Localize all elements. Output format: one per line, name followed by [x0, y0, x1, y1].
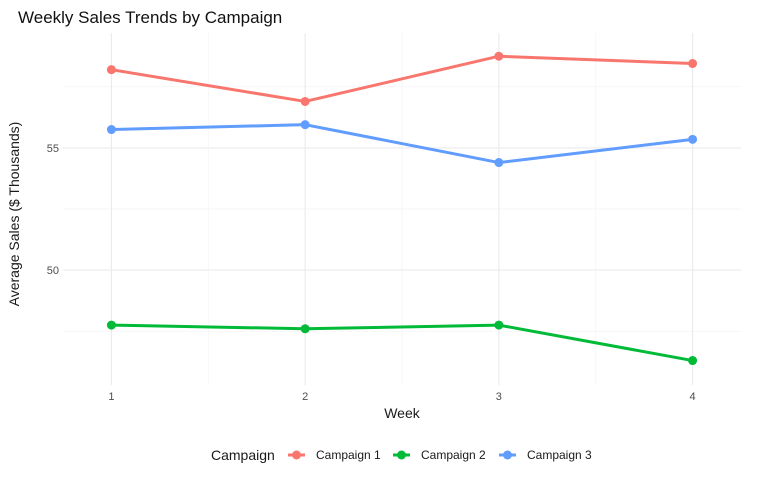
data-point-campaign-3 [494, 158, 504, 168]
data-point-campaign-1 [494, 51, 504, 61]
y-axis-title: Average Sales ($ Thousands) [6, 122, 22, 307]
axis-ticks: 50 55 1 2 3 4 [47, 143, 696, 403]
legend-item-campaign-1: Campaign 1 [288, 448, 381, 462]
data-point-campaign-1 [106, 65, 116, 75]
chart-title: Weekly Sales Trends by Campaign [18, 8, 282, 27]
legend-title: Campaign [211, 447, 275, 463]
series-line-campaign-3 [111, 123, 693, 165]
data-point-campaign-3 [106, 125, 116, 135]
data-point-campaign-3 [688, 134, 698, 144]
x-tick-label: 1 [108, 391, 114, 403]
data-point-campaign-3 [300, 120, 310, 130]
series-campaign-3 [106, 120, 698, 168]
grid-lines [63, 33, 741, 385]
legend-key-point [503, 450, 512, 460]
x-tick-label: 4 [690, 391, 696, 403]
y-tick-label: 55 [47, 143, 59, 155]
data-point-campaign-1 [300, 96, 310, 106]
legend-item-campaign-3: Campaign 3 [499, 448, 592, 462]
data-point-campaign-2 [494, 320, 504, 330]
x-axis-title: Week [384, 405, 421, 421]
series-campaign-2 [106, 320, 698, 366]
legend-label: Campaign 3 [527, 448, 592, 462]
legend-label: Campaign 2 [421, 448, 486, 462]
data-point-campaign-2 [300, 324, 310, 334]
legend-label: Campaign 1 [316, 448, 381, 462]
series-campaign-1 [106, 51, 698, 106]
legend-item-campaign-2: Campaign 2 [393, 448, 486, 462]
x-tick-label: 2 [302, 391, 308, 403]
legend-key-point [397, 450, 406, 460]
y-tick-label: 50 [47, 265, 59, 277]
series-line-campaign-1 [111, 54, 693, 103]
x-tick-label: 3 [496, 391, 502, 403]
legend: Campaign Campaign 1 Campaign 2 Campaign 3 [211, 447, 592, 463]
data-series [106, 51, 698, 366]
data-point-campaign-2 [688, 356, 698, 366]
legend-key-point [292, 450, 301, 460]
legend-items: Campaign 1 Campaign 2 Campaign 3 [288, 448, 592, 462]
data-point-campaign-1 [688, 59, 698, 69]
data-point-campaign-2 [106, 320, 116, 330]
series-line-campaign-2 [111, 323, 693, 363]
